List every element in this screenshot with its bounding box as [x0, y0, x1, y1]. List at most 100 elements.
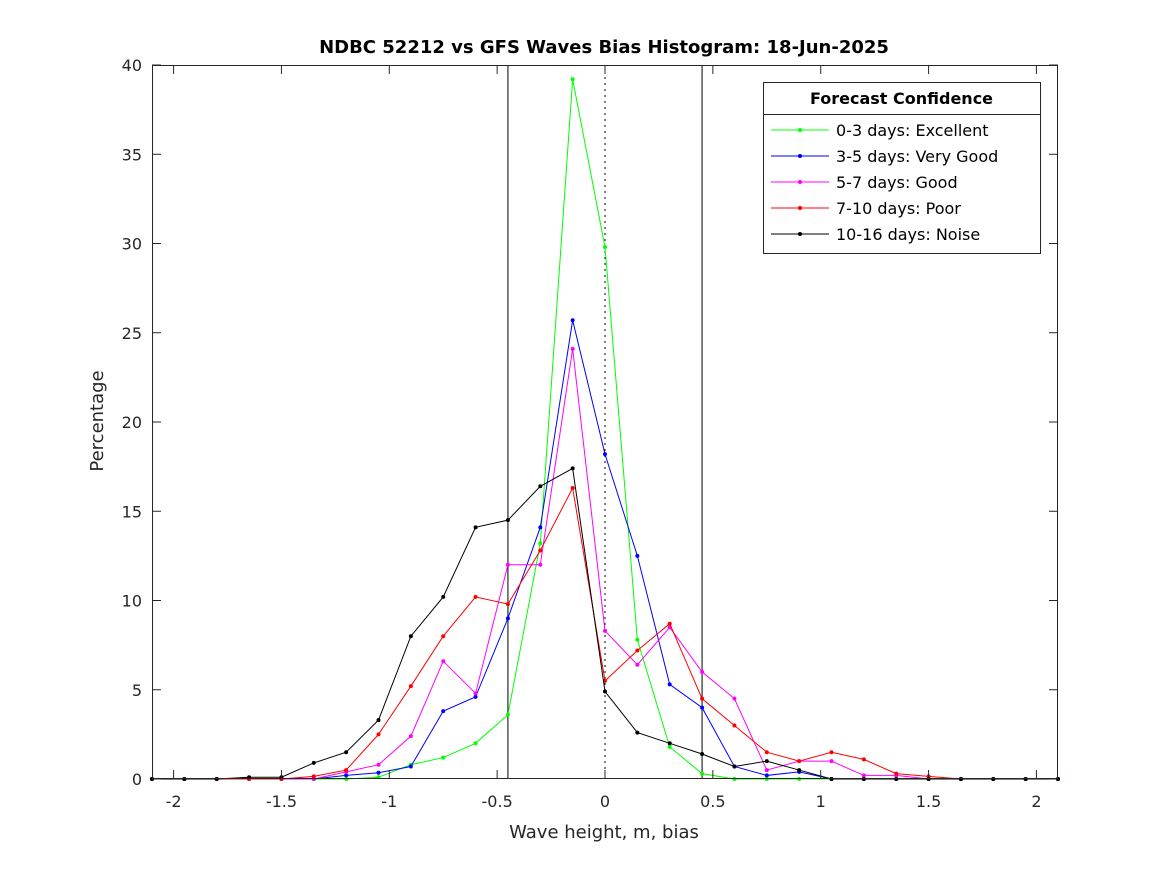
- legend-item: 10-16 days: Noise: [771, 225, 980, 244]
- x-tick-label: 0.5: [700, 792, 725, 811]
- data-point: [635, 648, 640, 653]
- data-point: [570, 77, 575, 82]
- data-point: [667, 741, 672, 746]
- y-tick-label: 25: [122, 324, 142, 343]
- legend-label: 10-16 days: Noise: [836, 225, 980, 244]
- data-point: [311, 774, 316, 779]
- data-point: [764, 759, 769, 764]
- legend-box: [763, 82, 1041, 254]
- data-point: [700, 752, 705, 757]
- data-point: [667, 682, 672, 687]
- legend-label: 3-5 days: Very Good: [836, 147, 998, 166]
- data-point: [441, 709, 446, 714]
- x-axis: -2 -1.5 -1 -0.5 0 0.5 1 1.5 2: [166, 65, 1042, 811]
- legend-label: 7-10 days: Poor: [836, 199, 961, 218]
- data-point: [700, 669, 705, 674]
- data-point: [376, 770, 381, 775]
- data-point: [603, 628, 607, 633]
- data-point: [861, 757, 866, 762]
- x-tick-label: 2: [1031, 792, 1041, 811]
- data-point: [700, 705, 705, 710]
- data-point: [441, 634, 446, 639]
- reference-lines: [507, 65, 703, 779]
- legend: Forecast Confidence 0-3 days: Excellent 3-…: [763, 82, 1041, 254]
- x-tick-label: -1: [381, 792, 397, 811]
- legend-marker: [798, 180, 802, 184]
- data-point: [344, 750, 349, 755]
- legend-label: 5-7 days: Good: [836, 173, 958, 192]
- y-tick-label: 40: [122, 56, 142, 75]
- data-point: [667, 621, 672, 626]
- data-point: [797, 768, 802, 773]
- data-point: [538, 541, 543, 546]
- data-point: [473, 594, 478, 599]
- y-tick-label: 5: [132, 681, 142, 700]
- chart-title: NDBC 52212 vs GFS Waves Bias Histogram: …: [319, 37, 889, 58]
- data-point: [344, 773, 349, 778]
- data-point: [764, 773, 769, 778]
- x-axis-label: Wave height, m, bias: [509, 822, 699, 843]
- data-point: [538, 484, 543, 489]
- data-point: [505, 562, 510, 567]
- data-point: [473, 525, 478, 530]
- legend-item: 5-7 days: Good: [771, 173, 958, 192]
- x-tick-label: -1.5: [266, 792, 297, 811]
- data-point: [603, 689, 607, 694]
- y-tick-label: 0: [132, 770, 142, 789]
- data-point: [894, 771, 899, 776]
- data-point: [764, 768, 769, 773]
- data-point: [441, 594, 446, 599]
- data-point: [829, 759, 834, 764]
- data-point: [732, 764, 737, 769]
- y-tick-label: 10: [122, 592, 142, 611]
- y-tick-label: 35: [122, 145, 142, 164]
- data-point: [603, 452, 607, 457]
- legend-title: Forecast Confidence: [810, 89, 993, 108]
- data-point: [764, 750, 769, 755]
- data-point: [570, 318, 575, 323]
- data-point: [538, 562, 543, 567]
- data-point: [861, 773, 866, 778]
- x-tick-label: -0.5: [482, 792, 513, 811]
- legend-marker: [798, 206, 802, 210]
- data-point: [408, 634, 413, 639]
- x-tick-label: 0: [600, 792, 610, 811]
- y-axis: 0 5 10 15 20 25 30 35 40: [122, 56, 1058, 789]
- data-point: [797, 759, 802, 764]
- data-point: [635, 637, 640, 642]
- data-point: [376, 732, 381, 737]
- data-point: [570, 486, 575, 491]
- y-tick-label: 15: [122, 502, 142, 521]
- data-point: [376, 718, 381, 723]
- data-point: [311, 760, 316, 765]
- legend-marker: [798, 128, 802, 132]
- data-point: [732, 723, 737, 728]
- legend-marker: [798, 154, 802, 158]
- legend-label: 0-3 days: Excellent: [836, 121, 989, 140]
- data-point: [344, 768, 349, 773]
- data-point: [732, 696, 737, 701]
- data-point: [473, 694, 478, 699]
- y-tick-label: 30: [122, 235, 142, 254]
- data-point: [603, 245, 607, 250]
- x-tick-label: 1.5: [916, 792, 941, 811]
- data-point: [829, 750, 834, 755]
- y-axis-label: Percentage: [87, 370, 108, 471]
- data-point: [505, 602, 510, 607]
- legend-item: 3-5 days: Very Good: [771, 147, 998, 166]
- data-point: [505, 616, 510, 621]
- legend-marker: [798, 232, 802, 236]
- data-point: [700, 696, 705, 701]
- data-point: [700, 771, 705, 776]
- data-point: [376, 762, 381, 767]
- data-point: [505, 518, 510, 523]
- data-point: [635, 730, 640, 735]
- data-point: [408, 764, 413, 769]
- y-tick-label: 20: [122, 413, 142, 432]
- data-point: [441, 755, 446, 760]
- data-point: [441, 659, 446, 664]
- data-point: [570, 346, 575, 351]
- x-tick-label: 1: [816, 792, 826, 811]
- data-point: [667, 744, 672, 749]
